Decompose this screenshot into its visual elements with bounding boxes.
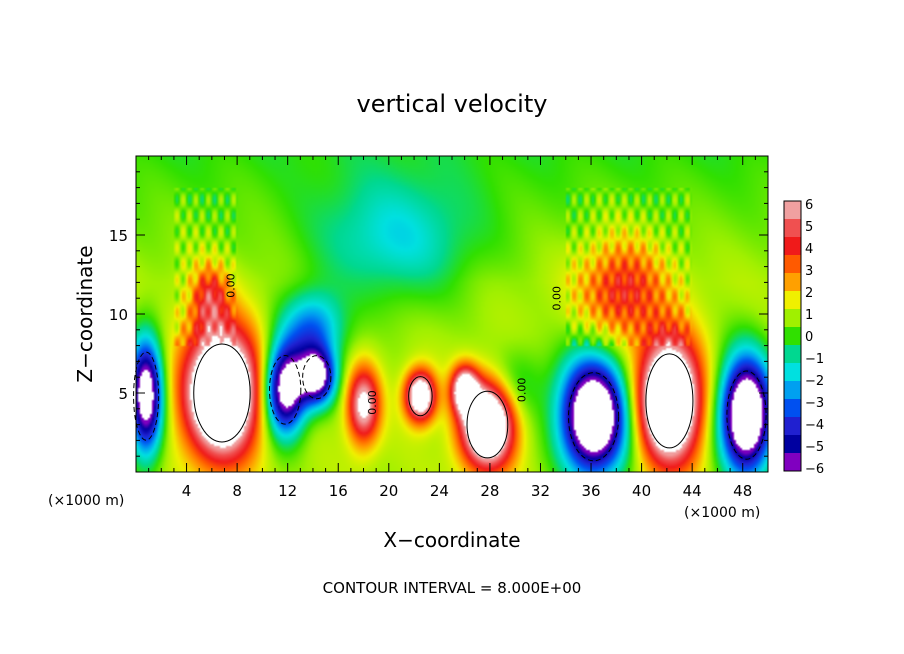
contour-labels: 0.00 0.00 0.00 0.00 — [225, 273, 564, 414]
y-tick-label: 10 — [109, 306, 128, 324]
colorbar: 6 5 4 3 2 1 0 −1 −2 −3 −4 −5 −6 — [783, 198, 824, 477]
colorbar-swatch — [784, 255, 801, 274]
colorbar-label: −5 — [805, 440, 824, 455]
downdraft-contour — [567, 372, 620, 462]
velocity-heatmap — [136, 156, 768, 472]
colorbar-label: 3 — [805, 264, 813, 279]
colorbar-label: 1 — [805, 308, 813, 323]
updraft-contour — [645, 353, 694, 449]
x-tick-label: 40 — [632, 482, 651, 500]
updraft-contour — [193, 343, 251, 443]
updraft-contour — [466, 390, 509, 459]
y-tick-label: 5 — [118, 385, 128, 403]
colorbar-swatch — [784, 219, 801, 238]
downdraft-contour — [133, 351, 160, 441]
contour-value-label: 0.00 — [225, 273, 238, 298]
colorbar-swatch — [784, 237, 801, 256]
colorbar-swatch — [784, 363, 801, 382]
x-unit-right: (×1000 m) — [684, 505, 760, 521]
chart-title: vertical velocity — [357, 90, 548, 118]
colorbar-swatch — [784, 201, 801, 220]
y-axis-title: Z−coordinate — [73, 245, 97, 382]
colorbar-label: 0 — [805, 330, 813, 345]
colorbar-swatch — [784, 453, 801, 472]
colorbar-label: 4 — [805, 242, 813, 257]
x-tick-label: 44 — [683, 482, 702, 500]
colorbar-frame — [783, 200, 802, 472]
colorbar-swatch — [784, 273, 801, 292]
colorbar-swatch — [784, 399, 801, 418]
colorbar-swatch — [784, 381, 801, 400]
contour-value-label: 0.00 — [515, 378, 528, 403]
x-tick-label: 24 — [430, 482, 449, 500]
colorbar-label: −1 — [805, 352, 824, 367]
plot-area: 0.00 0.00 0.00 0.00 — [133, 155, 769, 473]
x-axis: 4 8 12 16 20 24 28 32 36 40 44 48 — [148, 156, 756, 500]
colorbar-label: −4 — [805, 418, 824, 433]
x-tick-label: 28 — [480, 482, 499, 500]
x-tick-label: 16 — [329, 482, 348, 500]
x-tick-label: 20 — [379, 482, 398, 500]
colorbar-swatch — [784, 309, 801, 328]
colorbar-swatch — [784, 435, 801, 454]
colorbar-swatch — [784, 291, 801, 310]
y-tick-label: 15 — [109, 227, 128, 245]
x-tick-label: 8 — [232, 482, 242, 500]
contour-value-label: 0.00 — [366, 390, 379, 415]
x-tick-label: 32 — [531, 482, 550, 500]
y-axis: 5 10 15 — [109, 171, 768, 457]
downdraft-contour — [268, 355, 302, 425]
x-tick-label: 4 — [182, 482, 192, 500]
colorbar-label: −6 — [805, 462, 824, 477]
updraft-contour — [408, 376, 433, 417]
x-tick-label: 12 — [278, 482, 297, 500]
colorbar-swatch — [784, 417, 801, 436]
downdraft-contour — [302, 355, 332, 400]
colorbar-swatch — [784, 327, 801, 346]
downdraft-contour — [726, 370, 767, 460]
x-tick-label: 48 — [733, 482, 752, 500]
colorbar-label: −2 — [805, 374, 824, 389]
x-axis-title: X−coordinate — [383, 528, 520, 552]
contour-lines — [133, 343, 767, 462]
colorbar-label: 6 — [805, 198, 813, 213]
contour-value-label: 0.00 — [551, 286, 564, 311]
x-unit-left: (×1000 m) — [48, 493, 124, 509]
colorbar-label: 5 — [805, 220, 813, 235]
colorbar-swatch — [784, 345, 801, 364]
contour-interval-note: CONTOUR INTERVAL = 8.000E+00 — [323, 579, 582, 597]
x-tick-label: 36 — [581, 482, 600, 500]
colorbar-label: 2 — [805, 286, 813, 301]
colorbar-label: −3 — [805, 396, 824, 411]
